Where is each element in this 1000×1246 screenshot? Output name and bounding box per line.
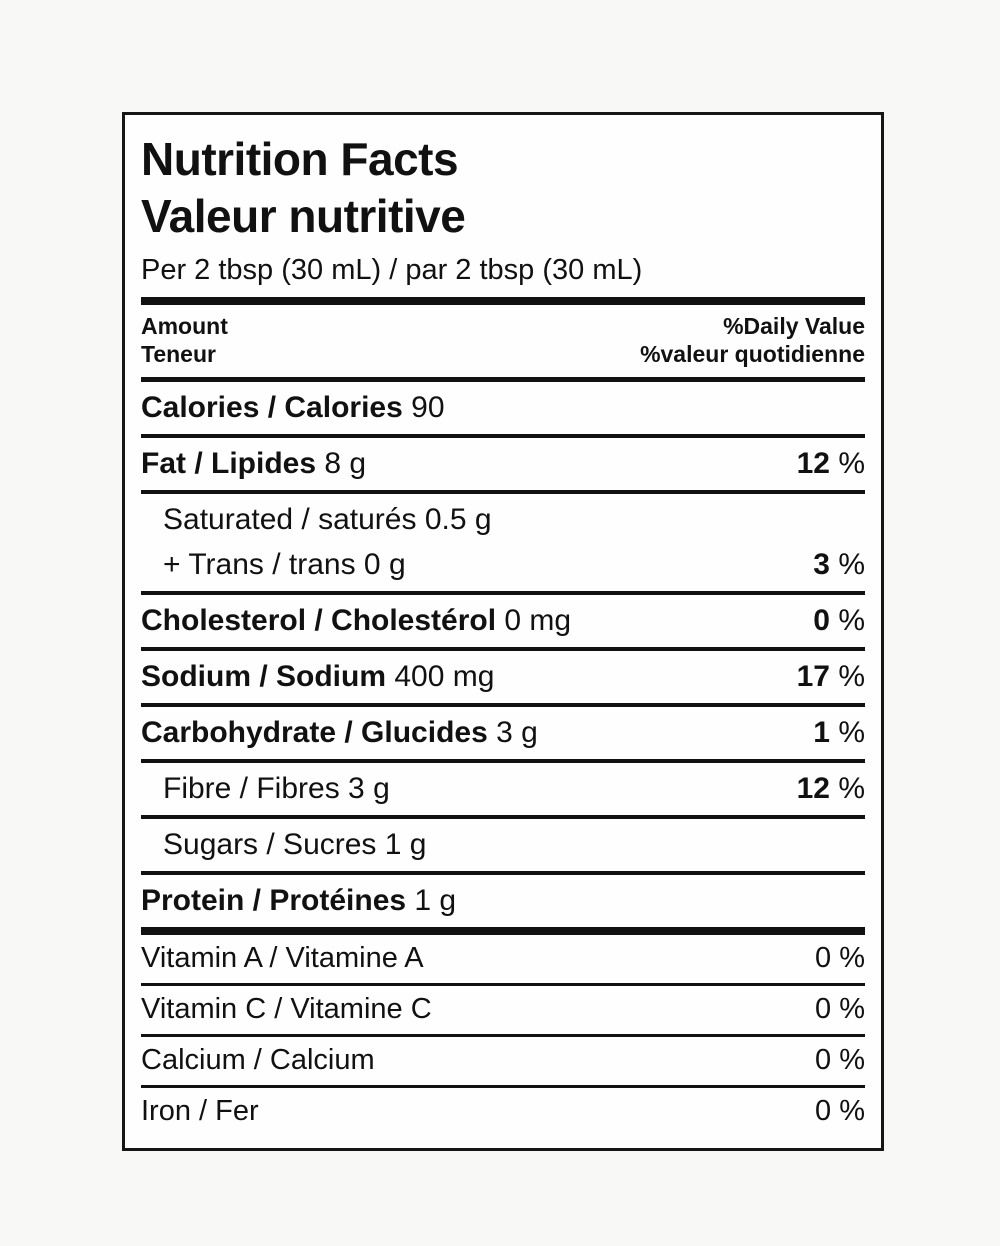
separator-rule <box>141 759 865 763</box>
nutrient-label-carbohydrate: Carbohydrate / Glucides 3 g <box>141 716 538 749</box>
daily-value-header-fr: %valeur quotidienne <box>640 341 865 367</box>
separator-rule <box>141 871 865 875</box>
nutrient-name-saturated-trans-0: Saturated / saturés <box>163 503 417 536</box>
daily-value-vitamin-a: 0 % <box>815 942 865 974</box>
nutrient-name-saturated-trans-1: + Trans / trans <box>163 548 356 581</box>
nutrient-row-fibre: Fibre / Fibres 3 g 12 % <box>141 763 865 815</box>
nutrient-name-cholesterol: Cholesterol / Cholestérol <box>141 604 497 637</box>
micronutrient-name-vitamin-c: Vitamin C / Vitamine C <box>141 993 432 1025</box>
nutrient-subline-saturated-trans-0: Saturated / saturés 0.5 g <box>163 503 492 536</box>
separator-thick-top <box>141 297 865 305</box>
nutrient-label-protein: Protein / Protéines 1 g <box>141 884 457 917</box>
daily-value-fat: 12 % <box>796 447 865 480</box>
micronutrient-label-calcium: Calcium / Calcium <box>141 1044 815 1077</box>
daily-value-number-vitamin-a: 0 <box>815 942 832 974</box>
amount-header-fr: Teneur <box>141 341 216 367</box>
daily-value-number-iron: 0 <box>815 1095 832 1127</box>
separator-medium <box>141 377 865 382</box>
nutrient-name-fibre: Fibre / Fibres <box>163 772 340 805</box>
nutrient-row-fat: Fat / Lipides 8 g 12 % <box>141 438 865 490</box>
daily-value-number-carbohydrate: 1 <box>813 716 830 749</box>
nutrient-subline-saturated-trans-1: + Trans / trans 0 g <box>163 548 406 581</box>
daily-value-header: %Daily Value %valeur quotidienne <box>640 312 865 368</box>
micronutrient-name-vitamin-a: Vitamin A / Vitamine A <box>141 942 424 974</box>
serving-size: Per 2 tbsp (30 mL) / par 2 tbsp (30 mL) <box>141 254 643 286</box>
nutrient-name-fat: Fat / Lipides <box>141 447 317 480</box>
nutrient-label-sugars: Sugars / Sucres 1 g <box>163 828 427 861</box>
separator-rule <box>141 591 865 595</box>
separator-rule <box>141 815 865 819</box>
nutrient-row-sugars: Sugars / Sucres 1 g <box>141 819 865 871</box>
micronutrient-label-vitamin-a: Vitamin A / Vitamine A <box>141 942 815 975</box>
label-title: Nutrition Facts Valeur nutritive <box>141 131 865 245</box>
nutrient-row-saturated-trans: Saturated / saturés 0.5 g + Trans / trans… <box>141 494 865 591</box>
micronutrient-label-iron: Iron / Fer <box>141 1095 815 1128</box>
nutrient-name-carbohydrate: Carbohydrate / Glucides <box>141 716 488 749</box>
daily-value-sodium: 17 % <box>796 660 865 693</box>
daily-value-number-saturated-trans: 3 <box>813 548 830 581</box>
nutrition-facts-label: Nutrition Facts Valeur nutritive Per 2 t… <box>122 112 884 1151</box>
separator-rule <box>141 434 865 438</box>
nutrient-row-protein: Protein / Protéines 1 g <box>141 875 865 927</box>
nutrient-name-sugars: Sugars / Sucres <box>163 828 377 861</box>
daily-value-cholesterol: 0 % <box>813 604 865 637</box>
label-title-fr: Valeur nutritive <box>141 190 466 242</box>
column-header: Amount Teneur %Daily Value %valeur quoti… <box>141 305 865 377</box>
micronutrient-label-vitamin-c: Vitamin C / Vitamine C <box>141 993 815 1026</box>
micronutrient-row-vitamin-a: Vitamin A / Vitamine A 0 % <box>141 935 865 983</box>
daily-value-vitamin-c: 0 % <box>815 993 865 1025</box>
daily-value-carbohydrate: 1 % <box>813 716 865 749</box>
nutrient-label-fibre: Fibre / Fibres 3 g <box>163 772 390 805</box>
label-title-en: Nutrition Facts <box>141 133 459 185</box>
micronutrient-name-iron: Iron / Fer <box>141 1095 259 1127</box>
micronutrient-row-iron: Iron / Fer 0 % <box>141 1088 865 1136</box>
micronutrient-name-calcium: Calcium / Calcium <box>141 1044 375 1076</box>
daily-value-iron: 0 % <box>815 1095 865 1127</box>
nutrient-row-carbohydrate: Carbohydrate / Glucides 3 g 1 % <box>141 707 865 759</box>
nutrient-label-calories: Calories / Calories 90 <box>141 391 445 424</box>
separator-thin <box>141 1034 865 1037</box>
separator-thick <box>141 927 865 935</box>
nutrient-label-saturated-trans: Saturated / saturés 0.5 g + Trans / trans… <box>141 503 813 581</box>
nutrient-name-calories: Calories / Calories <box>141 391 403 424</box>
separator-rule <box>141 703 865 707</box>
daily-value-number-calcium: 0 <box>815 1044 832 1076</box>
daily-value-number-cholesterol: 0 <box>813 604 830 637</box>
separator-rule <box>141 490 865 494</box>
daily-value-header-en: %Daily Value <box>723 313 865 339</box>
micronutrient-row-vitamin-c: Vitamin C / Vitamine C 0 % <box>141 986 865 1034</box>
separator-thin <box>141 983 865 986</box>
daily-value-calcium: 0 % <box>815 1044 865 1076</box>
nutrient-row-cholesterol: Cholesterol / Cholestérol 0 mg 0 % <box>141 595 865 647</box>
micronutrient-row-calcium: Calcium / Calcium 0 % <box>141 1037 865 1085</box>
nutrient-rows: Calories / Calories 90 Fat / Lipides 8 g 1… <box>141 382 865 935</box>
daily-value-number-sodium: 17 <box>796 660 830 693</box>
daily-value-saturated-trans: 3 % <box>813 548 865 581</box>
daily-value-number-vitamin-c: 0 <box>815 993 832 1025</box>
separator-thin <box>141 1085 865 1088</box>
nutrient-label-sodium: Sodium / Sodium 400 mg <box>141 660 495 693</box>
nutrient-row-calories: Calories / Calories 90 <box>141 382 865 434</box>
nutrient-name-protein: Protein / Protéines <box>141 884 407 917</box>
amount-header-en: Amount <box>141 313 228 339</box>
nutrient-label-cholesterol: Cholesterol / Cholestérol 0 mg <box>141 604 572 637</box>
daily-value-fibre: 12 % <box>796 772 865 805</box>
nutrient-label-fat: Fat / Lipides 8 g <box>141 447 367 480</box>
separator-rule <box>141 647 865 651</box>
nutrient-name-sodium: Sodium / Sodium <box>141 660 386 693</box>
daily-value-number-fibre: 12 <box>796 772 830 805</box>
nutrient-row-sodium: Sodium / Sodium 400 mg 17 % <box>141 651 865 703</box>
daily-value-number-fat: 12 <box>796 447 830 480</box>
amount-header: Amount Teneur <box>141 312 228 368</box>
